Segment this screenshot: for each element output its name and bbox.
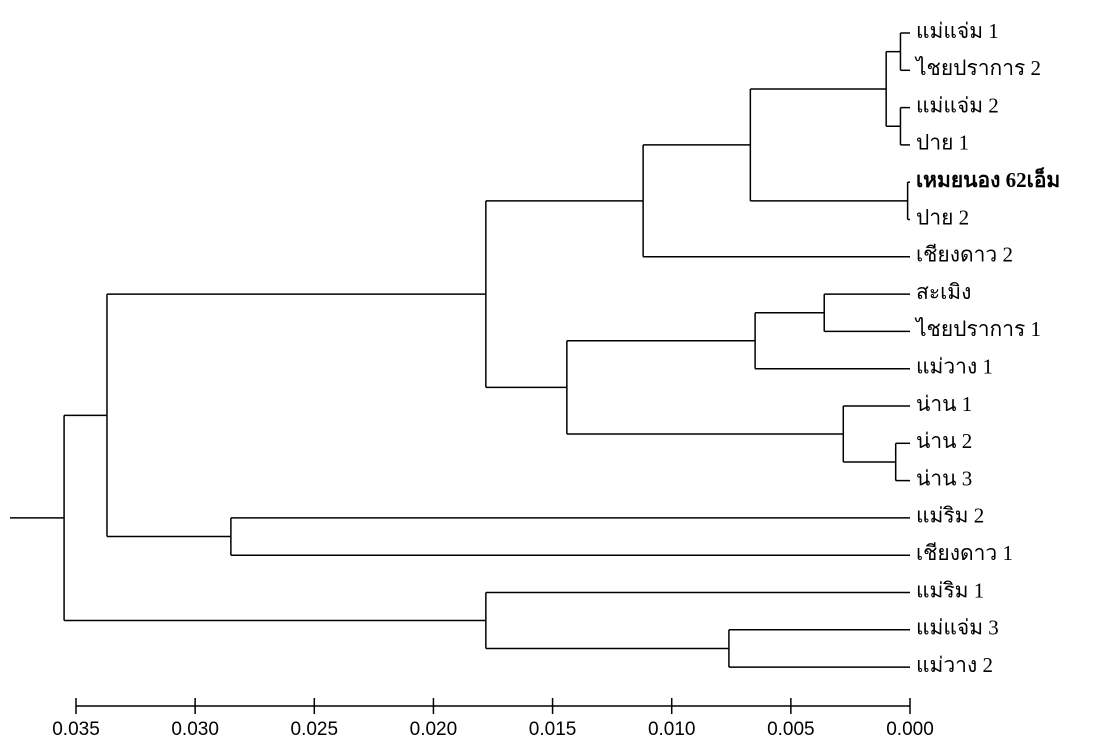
leaf-label: น่าน 3 — [916, 466, 972, 490]
leaf-label: ปาย 2 — [916, 205, 969, 229]
leaf-label: น่าน 2 — [916, 429, 972, 453]
leaf-label: แม่วาง 2 — [916, 653, 993, 677]
leaf-label: แม่แจ่ม 3 — [916, 616, 999, 640]
leaf-label: แม่วาง 1 — [916, 355, 993, 379]
x-tick-label: 0.005 — [767, 719, 815, 740]
leaf-label: น่าน 1 — [916, 392, 972, 416]
leaf-label: ปาย 1 — [916, 131, 969, 155]
leaf-label: แม่ริม 2 — [916, 504, 984, 528]
leaf-label: ไชยปราการ 1 — [914, 317, 1041, 341]
x-tick-label: 0.030 — [171, 719, 219, 740]
leaf-label: แม่แจ่ม 2 — [916, 93, 999, 117]
leaf-label: สะเมิง — [916, 280, 971, 304]
leaf-label: เชียงดาว 1 — [916, 541, 1013, 565]
leaf-label: เหมยนอง 62เอ็ม — [916, 166, 1060, 192]
leaf-label: แม่แจ่ม 1 — [916, 19, 999, 43]
leaf-label: แม่ริม 1 — [916, 578, 984, 602]
x-tick-label: 0.025 — [291, 719, 339, 740]
x-tick-label: 0.000 — [886, 719, 934, 740]
x-tick-label: 0.020 — [410, 719, 458, 740]
chart: แม่แจ่ม 1 ไชยปราการ 2 แม่แจ่ม 2 ปาย 1 เหมยนอ… — [0, 0, 1110, 742]
leaf-label: เชียงดาว 2 — [916, 243, 1013, 267]
x-tick-label: 0.035 — [52, 719, 100, 740]
x-tick-label: 0.010 — [648, 719, 696, 740]
leaf-label: ไชยปราการ 2 — [914, 56, 1041, 80]
x-tick-label: 0.015 — [529, 719, 577, 740]
